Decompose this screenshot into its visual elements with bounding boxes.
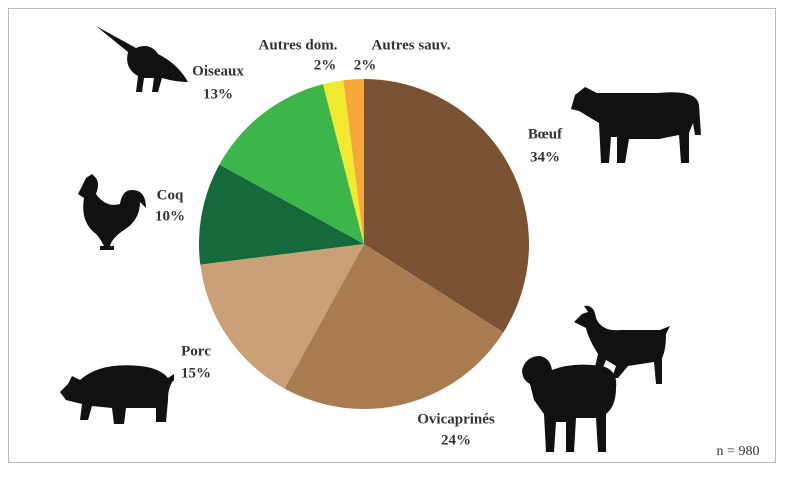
pig-icon [60,365,174,424]
sheep-icon [522,356,617,452]
slice-value-label: 10% [155,208,185,224]
slice-label: Oiseaux [192,63,244,79]
slice-label: Ovicaprinés [417,411,495,427]
pie-slice [343,79,364,244]
pie-slice [284,244,504,409]
slice-label: Autres sauv. [372,37,451,53]
slice-value-label: 24% [441,432,471,448]
goat-icon [574,305,670,384]
bird-icon [96,26,188,92]
slice-value-label: 34% [530,149,560,165]
pie-slice [200,244,364,389]
slice-label: Bœuf [528,126,563,142]
slice-value-label: 2% [314,57,337,73]
pie-slice [199,164,364,265]
pie-slice [219,84,364,244]
pie-slice [364,79,529,333]
slice-value-label: 2% [354,57,377,73]
slice-label: Coq [157,187,184,203]
slice-value-label: 15% [181,365,211,381]
icons [60,26,701,452]
slice-value-label: 13% [203,86,233,102]
rooster-icon [78,174,146,250]
slice-label: Porc [181,343,211,359]
cow-icon [571,87,701,163]
pie-slice [322,80,364,244]
slice-label: Autres dom. [259,37,338,53]
annotation: n = 980 [717,444,760,459]
